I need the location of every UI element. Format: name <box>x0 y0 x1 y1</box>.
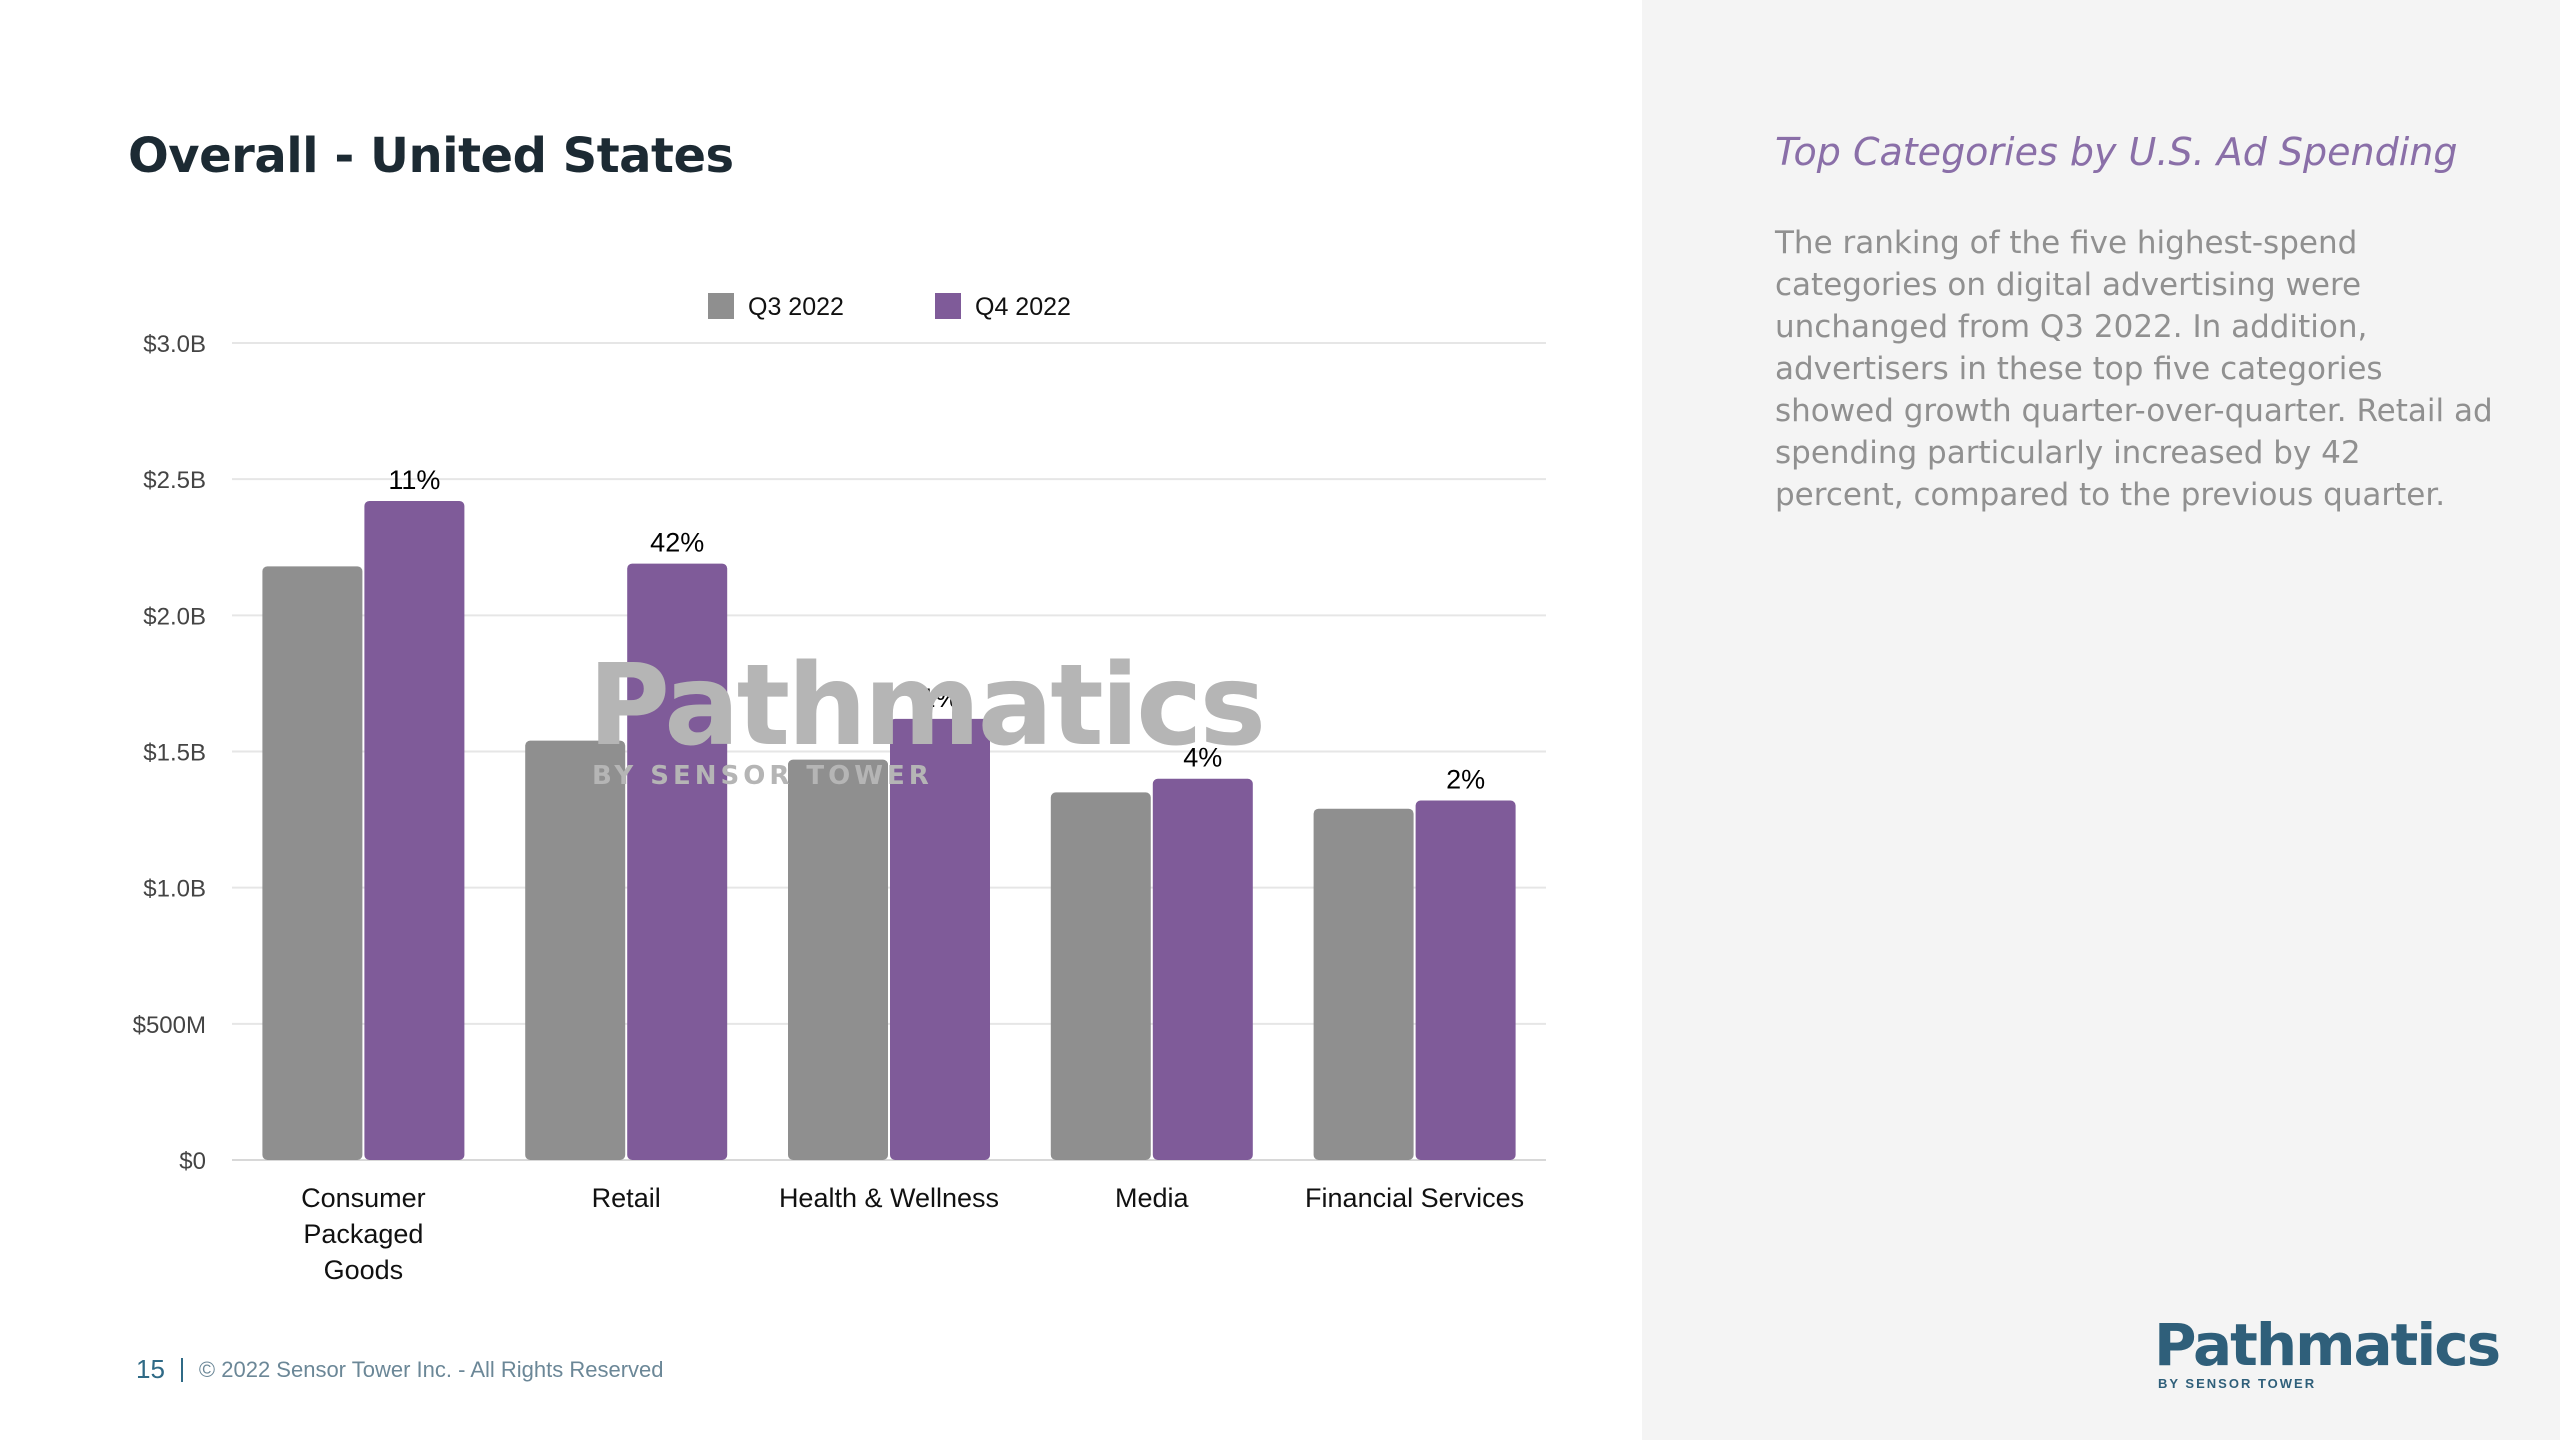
y-tick-label: $0 <box>179 1148 206 1175</box>
x-category-label: Packaged <box>303 1219 423 1249</box>
bar-q4 <box>890 718 990 1160</box>
bar-q4 <box>364 500 465 1160</box>
x-category-label: Retail <box>592 1183 661 1213</box>
watermark-logo: Pathmatics BY SENSOR TOWER <box>588 641 1266 791</box>
footer-divider <box>180 1357 183 1382</box>
logo-subtitle: BY SENSOR TOWER <box>2158 1376 2317 1391</box>
y-tick-label: $500M <box>133 1012 206 1039</box>
y-tick-label: $2.5B <box>143 467 206 494</box>
axis-labels: $0 $500M $1.0B $1.5B $2.0B $2.5B $3.0B Consumer… <box>133 331 1525 1285</box>
x-category-label: Goods <box>324 1255 404 1285</box>
watermark-sub: BY SENSOR TOWER <box>592 761 933 791</box>
chart-panel: Overall - United States 11% 42% 1% 4% 2% $0 $… <box>128 128 1546 1385</box>
data-label: 4% <box>1183 743 1222 773</box>
bar-q3 <box>525 740 626 1160</box>
legend-label: Q3 2022 <box>748 293 844 321</box>
pathmatics-logo: Pathmatics BY SENSOR TOWER <box>2154 1311 2501 1391</box>
data-labels: 11% 42% 1% 4% 2% <box>388 465 1485 795</box>
bar-q3 <box>262 566 363 1160</box>
watermark-word: Pathmatics <box>588 641 1263 771</box>
legend-swatch <box>708 293 734 319</box>
y-tick-label: $1.0B <box>143 876 206 903</box>
bar-q3 <box>788 759 888 1160</box>
side-title: Top Categories by U.S. Ad Spending <box>1775 130 2458 174</box>
copyright-text: © 2022 Sensor Tower Inc. - All Rights Re… <box>198 1356 664 1382</box>
legend: Q3 2022 Q4 2022 <box>708 293 1071 321</box>
legend-label: Q4 2022 <box>975 293 1071 321</box>
y-tick-label: $3.0B <box>143 331 206 358</box>
bar-q3 <box>1050 792 1151 1160</box>
data-label: 1% <box>920 683 959 713</box>
x-category-label: Media <box>1115 1183 1190 1213</box>
x-category-label: Financial Services <box>1305 1183 1524 1213</box>
data-label: 11% <box>388 465 440 495</box>
page-number: 15 <box>136 1354 165 1384</box>
bar-q4 <box>1152 778 1253 1160</box>
page-title: Overall - United States <box>128 128 734 184</box>
x-category-label: Consumer <box>301 1183 426 1213</box>
logo-wordmark: Pathmatics <box>2154 1311 2501 1379</box>
footer: 15 © 2022 Sensor Tower Inc. - All Rights… <box>136 1354 664 1385</box>
side-panel <box>1642 0 2560 1440</box>
data-label: 2% <box>1446 765 1485 795</box>
y-tick-label: $2.0B <box>143 603 206 630</box>
legend-swatch <box>935 293 961 319</box>
y-tick-label: $1.5B <box>143 740 206 767</box>
bars <box>262 500 1516 1160</box>
data-label: 42% <box>650 528 704 558</box>
bar-q4 <box>627 563 728 1160</box>
bar-q3 <box>1313 808 1414 1160</box>
side-description: The ranking of the five highest-spend ca… <box>1775 225 2493 513</box>
bar-q4 <box>1415 800 1516 1160</box>
bar-chart: 11% 42% 1% 4% 2% $0 $500M $1.0B $1.5B $2.0B $2.5B… <box>133 293 1546 1285</box>
x-category-label: Health & Wellness <box>779 1183 999 1213</box>
